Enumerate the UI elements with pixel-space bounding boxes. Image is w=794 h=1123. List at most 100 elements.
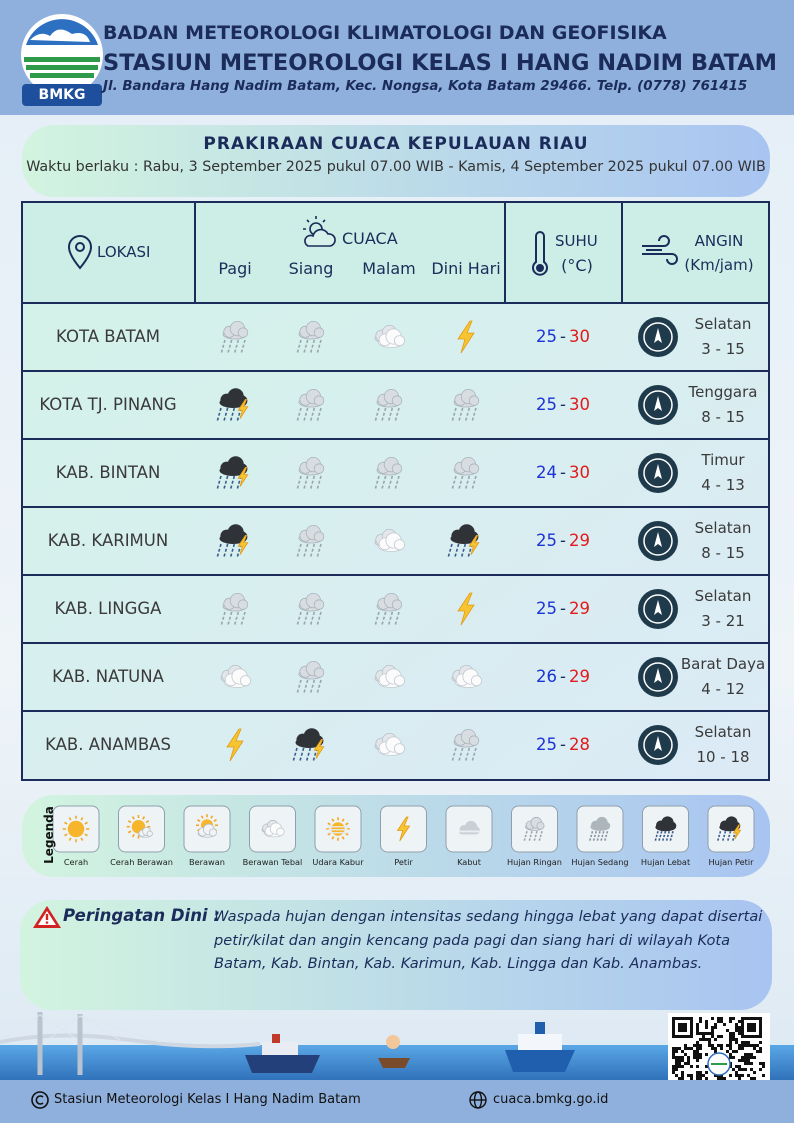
qr-module bbox=[714, 1038, 717, 1041]
qr-module bbox=[753, 1077, 756, 1080]
weather-icon bbox=[296, 388, 325, 423]
legend-icon bbox=[126, 815, 153, 839]
header-weather: CUACA bbox=[342, 229, 398, 248]
weather-icon bbox=[374, 388, 403, 423]
qr-module bbox=[684, 1053, 687, 1056]
compass-ring bbox=[643, 390, 673, 420]
qr-module bbox=[717, 1020, 720, 1023]
lightning bbox=[457, 592, 475, 626]
qr-module bbox=[729, 1047, 732, 1050]
qr-module bbox=[687, 1056, 690, 1059]
legend-title: Legenda bbox=[41, 806, 56, 864]
qr-module bbox=[687, 1074, 690, 1077]
rain-drop bbox=[226, 611, 233, 627]
qr-module bbox=[696, 1059, 699, 1062]
rain-drop bbox=[726, 831, 732, 842]
sun-ray bbox=[345, 832, 349, 836]
cloud-part bbox=[313, 531, 325, 542]
rain-drop bbox=[464, 407, 471, 423]
temp-separator: - bbox=[560, 463, 566, 482]
qr-module bbox=[741, 1044, 744, 1047]
qr-module bbox=[723, 1023, 726, 1026]
qr-module bbox=[747, 1062, 750, 1065]
rain-drop bbox=[229, 407, 236, 423]
temp-min: 24 bbox=[536, 463, 558, 482]
rain-drop bbox=[716, 831, 722, 842]
rain-drop bbox=[229, 543, 236, 559]
lightning bbox=[457, 320, 475, 354]
qr-module bbox=[699, 1053, 702, 1056]
qr-module bbox=[750, 1077, 753, 1080]
rain-drop bbox=[453, 543, 460, 559]
period-label: Siang bbox=[288, 259, 334, 278]
qr-module bbox=[729, 1035, 732, 1038]
qr-finder bbox=[747, 1023, 756, 1032]
qr-module bbox=[693, 1044, 696, 1047]
rain-drop bbox=[457, 407, 464, 423]
rain-drop bbox=[220, 339, 226, 355]
temperature: 25-30 bbox=[536, 395, 590, 414]
logo bbox=[21, 14, 103, 106]
legend-label: Cerah bbox=[63, 857, 89, 867]
qr-module bbox=[741, 1056, 744, 1059]
lightning bbox=[313, 739, 325, 759]
qr-module bbox=[702, 1038, 705, 1041]
qr-module bbox=[705, 1020, 708, 1023]
rain-drop bbox=[457, 475, 464, 491]
qr-module bbox=[675, 1062, 678, 1065]
sun-ray bbox=[341, 836, 345, 840]
header-temperature-unit: (°C) bbox=[561, 256, 593, 275]
sun-ray bbox=[345, 822, 349, 826]
qr-module bbox=[741, 1068, 744, 1071]
qr-module bbox=[696, 1026, 699, 1029]
qr-module bbox=[747, 1059, 750, 1062]
title: PRAKIRAAN CUACA KEPULAUAN RIAU bbox=[203, 134, 589, 154]
qr-module bbox=[720, 1047, 723, 1050]
qr-logo-stripe bbox=[711, 1063, 727, 1065]
temp-separator: - bbox=[560, 735, 566, 754]
weather-icon bbox=[296, 456, 325, 491]
qr-module bbox=[708, 1038, 711, 1041]
weather-icon bbox=[374, 592, 403, 627]
temp-min: 25 bbox=[536, 395, 558, 414]
temperature: 24-30 bbox=[536, 463, 590, 482]
weather-icon bbox=[457, 320, 475, 354]
qr-module bbox=[705, 1065, 708, 1068]
qr-module bbox=[705, 1032, 708, 1035]
rain-drop bbox=[309, 339, 316, 355]
legend-icon bbox=[458, 820, 480, 837]
qr-module bbox=[675, 1074, 678, 1077]
compass-arrow bbox=[654, 736, 662, 751]
fog-line bbox=[458, 834, 480, 837]
rain-drop bbox=[309, 475, 316, 491]
qr-module bbox=[699, 1017, 702, 1020]
cloud-part bbox=[668, 821, 677, 830]
rain-drop bbox=[296, 339, 302, 355]
legend-icon bbox=[396, 816, 411, 842]
qr-module bbox=[732, 1035, 735, 1038]
qr-module bbox=[687, 1059, 690, 1062]
rain-drop bbox=[316, 679, 322, 695]
address: Jl. Bandara Hang Nadim Batam, Kec. Nongs… bbox=[103, 79, 748, 94]
weather-icon bbox=[216, 524, 249, 559]
compass-arrow bbox=[654, 668, 662, 683]
qr-module bbox=[690, 1074, 693, 1077]
qr-module bbox=[675, 1056, 678, 1059]
qr-module bbox=[741, 1041, 744, 1044]
compass bbox=[638, 589, 678, 629]
qr-module bbox=[675, 1068, 678, 1071]
rain-drop bbox=[240, 611, 246, 627]
footer-website: cuaca.bmkg.go.id bbox=[493, 1092, 609, 1107]
wind-speed: 3 - 21 bbox=[701, 612, 745, 630]
cloud-part bbox=[393, 675, 405, 687]
qr-module bbox=[705, 1071, 708, 1074]
qr-module bbox=[693, 1053, 696, 1056]
legend-label: Hujan Lebat bbox=[640, 857, 691, 867]
qr-module bbox=[750, 1056, 753, 1059]
rain-drop bbox=[220, 611, 226, 627]
rain-drop bbox=[302, 611, 309, 627]
rain-drop bbox=[302, 543, 309, 559]
rain-drop bbox=[229, 475, 236, 491]
qr-module bbox=[696, 1077, 699, 1080]
rain-drop bbox=[654, 831, 659, 842]
